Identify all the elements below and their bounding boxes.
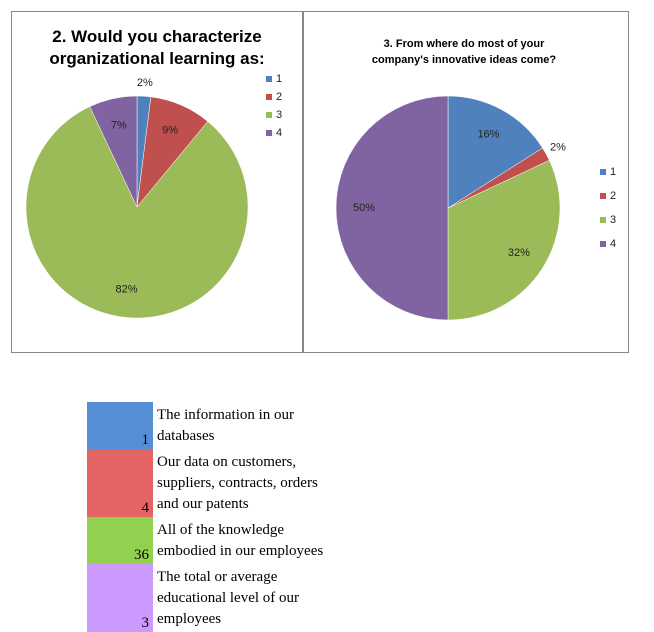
legend-swatch [266, 130, 272, 136]
pie-slice [335, 95, 449, 321]
pie-slice [25, 106, 249, 319]
legend-swatch [266, 76, 272, 82]
chart-panel: 3. From where do most of your company's … [303, 11, 629, 353]
legend-label: 3 [276, 109, 282, 121]
description-cell: The information in our databases [153, 402, 341, 449]
legend-label: 3 [610, 214, 616, 226]
legend-swatch [266, 94, 272, 100]
legend-table: 1 The information in our databases 4 Our da… [87, 402, 341, 632]
pie-slice [447, 159, 561, 321]
legend-label: 1 [610, 166, 616, 178]
count-cell: 1 [87, 402, 153, 449]
table-row: 1 The information in our databases [87, 402, 341, 449]
data-label: 9% [162, 125, 178, 137]
chart-title: 2. Would you characterize organizational… [49, 27, 265, 68]
description-cell: Our data on customers, suppliers, contra… [153, 449, 341, 517]
pie-slice [89, 95, 138, 208]
data-label: 82% [116, 283, 138, 295]
legend-swatch [600, 217, 606, 223]
data-label: 2% [550, 141, 566, 153]
data-label: 32% [508, 247, 530, 259]
legend-swatch [600, 193, 606, 199]
description-cell: All of the knowledge embodied in our emp… [153, 517, 341, 564]
count-cell: 3 [87, 564, 153, 632]
legend-label: 2 [276, 91, 282, 103]
chart-panel: 2. Would you characterize organizational… [11, 11, 303, 353]
data-label: 16% [477, 128, 499, 140]
chart: 2% 1 9% 2 82% 3 7% 4 [25, 73, 282, 319]
legend-swatch [600, 241, 606, 247]
data-label: 2% [137, 77, 153, 89]
legend-label: 4 [276, 127, 282, 139]
table-row: 36 All of the knowledge embodied in our e… [87, 517, 341, 564]
description-cell: The total or average educational level o… [153, 564, 341, 632]
legend-label: 2 [610, 190, 616, 202]
chart: 16% 1 2% 2 32% 3 50% 4 [335, 95, 616, 321]
table-row: 4 Our data on customers, suppliers, contr… [87, 449, 341, 517]
count-cell: 36 [87, 517, 153, 564]
data-label: 50% [353, 202, 375, 214]
table-row: 3 The total or average educational level … [87, 564, 341, 632]
legend-swatch [600, 169, 606, 175]
legend-label: 4 [610, 238, 616, 250]
count-cell: 4 [87, 449, 153, 517]
legend-label: 1 [276, 73, 282, 85]
data-label: 7% [111, 120, 127, 132]
chart-title: 3. From where do most of your company's … [371, 38, 557, 66]
legend-swatch [266, 112, 272, 118]
pie-slice [447, 95, 543, 209]
